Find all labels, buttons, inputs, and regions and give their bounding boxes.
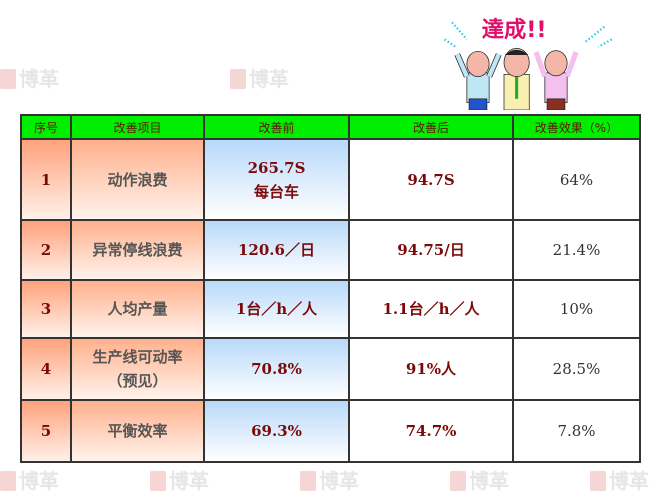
row-item: 异常停线浪费: [70, 219, 205, 281]
man-left: [454, 50, 502, 110]
row-item: 生产线可动率 （预见）: [70, 337, 205, 401]
row-before: 120.6／日: [203, 219, 350, 281]
row-no: 2: [20, 219, 72, 281]
table-row: 2 异常停线浪费 120.6／日 94.75/日 21.4%: [20, 219, 641, 281]
watermark-logo: 博革: [230, 68, 289, 90]
improvement-table: 序号 改善项目 改善前 改善后 改善效果（%） 1 动作浪费 265.7S 每台…: [20, 114, 641, 463]
table-row: 1 动作浪费 265.7S 每台车 94.7S 64%: [20, 138, 641, 221]
watermark-logo: 博革: [0, 470, 59, 492]
table-header: 序号 改善项目 改善前 改善后 改善效果（%）: [20, 114, 641, 140]
man-right: [533, 50, 579, 110]
header-before: 改善前: [203, 114, 350, 140]
watermark-logo: 博革: [150, 470, 209, 492]
row-no: 4: [20, 337, 72, 401]
row-no: 1: [20, 138, 72, 221]
row-no: 3: [20, 279, 72, 339]
man-middle: [503, 47, 530, 110]
row-item: 动作浪费: [70, 138, 205, 221]
table-row: 4 生产线可动率 （预见） 70.8% 91%人 28.5%: [20, 337, 641, 401]
row-after: 94.75/日: [348, 219, 514, 281]
header-after: 改善后: [348, 114, 514, 140]
row-item: 平衡效率: [70, 399, 205, 463]
watermark-logo: 博革: [300, 470, 359, 492]
table-row: 3 人均产量 1台／h／人 1.1台／h／人 10%: [20, 279, 641, 339]
table-row: 5 平衡效率 69.3% 74.7% 7.8%: [20, 399, 641, 463]
row-no: 5: [20, 399, 72, 463]
row-effect: 28.5%: [512, 337, 641, 401]
watermark-logo: 博革: [590, 470, 649, 492]
watermark-logo: 博革: [450, 470, 509, 492]
row-effect: 64%: [512, 138, 641, 221]
watermark-logo: 博革: [0, 68, 59, 90]
row-item: 人均产量: [70, 279, 205, 339]
row-effect: 10%: [512, 279, 641, 339]
row-effect: 7.8%: [512, 399, 641, 463]
row-before: 69.3%: [203, 399, 350, 463]
row-after: 94.7S: [348, 138, 514, 221]
header-effect: 改善效果（%）: [512, 114, 641, 140]
row-before: 1台／h／人: [203, 279, 350, 339]
sparkle-lines: [443, 21, 613, 48]
celebration-cartoon: 達成!!: [443, 16, 613, 110]
banner-text: 達成!!: [482, 16, 547, 43]
row-before: 70.8%: [203, 337, 350, 401]
header-item: 改善项目: [70, 114, 205, 140]
row-before: 265.7S 每台车: [203, 138, 350, 221]
row-effect: 21.4%: [512, 219, 641, 281]
header-no: 序号: [20, 114, 72, 140]
row-after: 1.1台／h／人: [348, 279, 514, 339]
row-after: 74.7%: [348, 399, 514, 463]
row-after: 91%人: [348, 337, 514, 401]
